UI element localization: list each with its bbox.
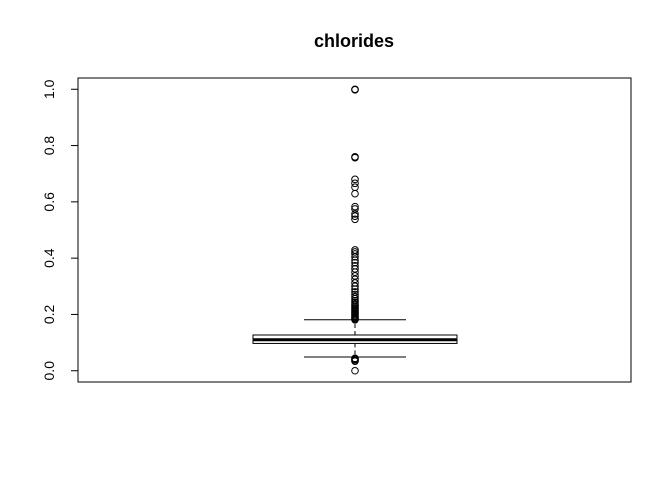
chart-title: chlorides: [314, 31, 394, 51]
y-tick-label: 0.6: [41, 192, 57, 212]
outlier-point: [351, 261, 359, 270]
plot-frame: [77, 77, 632, 383]
outlier-point: [351, 258, 359, 267]
outlier-point: [351, 248, 359, 256]
outlier-point: [351, 354, 359, 363]
outlier-point: [351, 205, 359, 213]
outlier-point: [351, 175, 359, 184]
y-tick-label: 0.2: [41, 305, 57, 325]
y-tick-label: 1.0: [41, 79, 57, 99]
y-axis: 0.0 0.2 0.4 0.6 0.8 1.0: [41, 79, 79, 381]
outlier-point: [351, 215, 359, 224]
outlier-points: [351, 85, 359, 375]
outlier-point: [351, 85, 359, 94]
outlier-point: [351, 202, 359, 211]
outlier-point: [351, 288, 359, 296]
outlier-point: [351, 189, 359, 198]
outlier-point: [351, 183, 359, 192]
outlier-point: [351, 366, 359, 375]
y-tick-label: 0.4: [41, 248, 57, 268]
outlier-point: [351, 290, 359, 299]
outlier-point: [351, 179, 359, 188]
outlier-point: [351, 246, 359, 254]
boxplot: [252, 319, 458, 358]
outlier-point: [351, 250, 359, 258]
y-tick-label: 0.8: [41, 136, 57, 156]
y-tick-label: 0.0: [41, 361, 57, 381]
outlier-point: [351, 292, 359, 301]
outlier-point: [351, 153, 359, 161]
outlier-point: [351, 210, 359, 218]
outlier-point: [351, 212, 359, 221]
